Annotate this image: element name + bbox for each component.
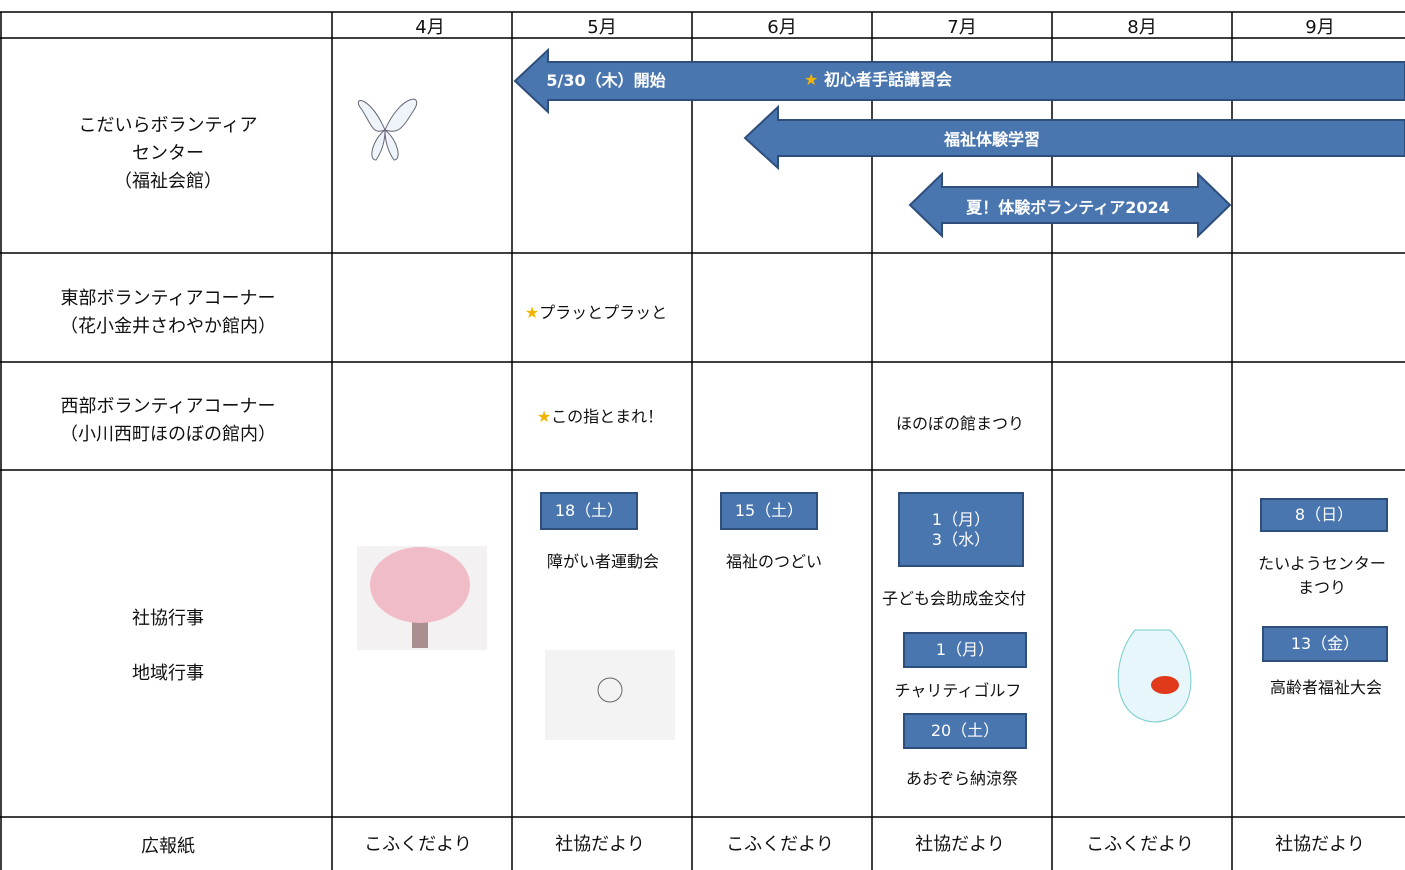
- row-label: センター: [132, 143, 204, 164]
- arrow-title: 夏！体験ボランティア2024: [966, 198, 1170, 217]
- month: 7月: [947, 17, 977, 38]
- newsletter: こふくだより: [364, 834, 472, 855]
- date-badge: 8（日）: [1260, 498, 1388, 532]
- date-badge: 1（月）: [903, 632, 1027, 668]
- month: 4月: [415, 17, 445, 38]
- date-badge: 1（月） 3（水）: [898, 492, 1024, 567]
- event-name: 福祉のつどい: [725, 552, 823, 571]
- newsletter: 社協だより: [555, 834, 645, 855]
- event-name: 子ども会助成金交付: [881, 589, 1027, 608]
- event-name: 高齢者福祉大会: [1269, 678, 1383, 697]
- newsletter: こふくだより: [1086, 834, 1194, 855]
- event-name: まつり: [1297, 578, 1347, 597]
- newsletter: こふくだより: [726, 834, 834, 855]
- event-name: あおぞら納涼祭: [905, 769, 1019, 788]
- butterfly: [357, 98, 418, 161]
- row-label: 東部ボランティアコーナー: [60, 288, 276, 309]
- event-name: 障がい者運動会: [546, 552, 660, 571]
- date: 15（土）: [734, 501, 804, 520]
- month: 8月: [1127, 17, 1157, 38]
- date: 3（水）: [931, 529, 991, 549]
- date: 1（月）: [935, 640, 995, 659]
- date: 8（日）: [1294, 505, 1354, 524]
- arrow-label: ★ 初心者手話講習会: [804, 70, 952, 89]
- row-label: 西部ボランティアコーナー: [60, 396, 276, 417]
- arrow-label: 5/30（木）開始: [546, 71, 666, 90]
- event-name: ほのぼの館まつり: [895, 414, 1025, 433]
- month: 9月: [1305, 17, 1335, 38]
- row-label: 地域行事: [132, 663, 204, 684]
- event-name: プラッとプラッと: [539, 303, 668, 322]
- date-badge: 20（土）: [903, 713, 1027, 749]
- event: ★プラッとプラッと: [524, 303, 668, 322]
- date: 13（金）: [1290, 634, 1360, 653]
- date: 20（土）: [930, 721, 1000, 740]
- date: 1（月）: [931, 509, 991, 529]
- arrow-title: 初心者手話講習会: [823, 70, 952, 89]
- newsletter: 社協だより: [915, 834, 1005, 855]
- date-badge: 13（金）: [1262, 626, 1388, 662]
- row-label: （花小金井さわやか館内）: [60, 316, 276, 337]
- month: 6月: [767, 17, 797, 38]
- date-badge: 15（土）: [720, 492, 818, 530]
- month: 5月: [587, 17, 617, 38]
- goldfish-bag: [1117, 629, 1192, 723]
- arrow: [743, 104, 1405, 171]
- event-name: たいようセンター: [1258, 554, 1386, 573]
- row-label: こだいらボランティア: [78, 115, 258, 136]
- event-name: チャリティゴルフ: [894, 681, 1022, 700]
- newsletter: 社協だより: [1275, 834, 1365, 855]
- row-label: 社協行事: [132, 608, 204, 629]
- row-label: （福祉会館）: [114, 171, 222, 192]
- sports-sketch: [545, 650, 675, 740]
- cherry-tree: [357, 546, 487, 650]
- row-label: 広報紙: [141, 836, 195, 857]
- date-badge: 18（土）: [540, 492, 638, 530]
- arrow: [513, 47, 1405, 115]
- date: 18（土）: [554, 501, 624, 520]
- event: ★この指とまれ！: [536, 407, 664, 426]
- row-label: （小川西町ほのぼの館内）: [60, 424, 276, 445]
- arrow: [908, 171, 1232, 239]
- arrow-title: 福祉体験学習: [943, 130, 1041, 149]
- event-name: この指とまれ！: [551, 407, 664, 426]
